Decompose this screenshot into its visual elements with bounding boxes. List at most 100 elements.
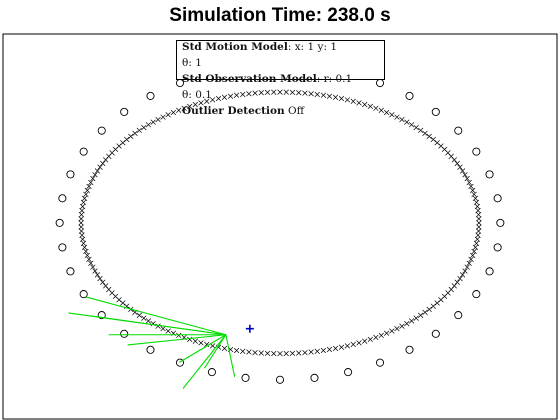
observation-theta-line: θ: 0.1 [182,89,212,101]
trajectory-point [468,256,474,262]
trajectory-point [92,268,98,274]
trajectory-point [474,203,481,210]
trajectory-point [314,348,320,354]
trajectory-point [350,98,356,104]
trajectory-point [204,341,210,348]
trajectory-point [94,168,101,174]
landmark-point [375,358,385,367]
trajectory-point [332,345,339,352]
trajectory-point [464,175,470,182]
trajectory-point [246,349,252,355]
robot-marker [245,324,254,333]
trajectory-point [209,97,216,103]
observation-ray [225,334,236,377]
landmark-point [405,345,414,354]
trajectory-point [252,349,258,356]
trajectory-point [404,320,410,327]
observation-ray [178,334,227,363]
landmark-point [431,107,440,116]
robot-estimate-marker [245,324,254,333]
trajectory-point [83,191,89,197]
observation-model-line: Std Observation Model: r: 0.1 [182,73,352,86]
trajectory-point [88,179,94,186]
trajectory-point [356,100,362,106]
trajectory-point [404,119,410,125]
trajectory-point [81,195,88,202]
trajectory-point [80,240,87,246]
trajectory-point [373,334,379,341]
trajectory-point [258,350,264,356]
trajectory-point [160,114,166,120]
trajectory-point [198,340,204,346]
trajectory-point [277,350,283,357]
trajectory-point [422,130,428,137]
trajectory-point [367,336,373,343]
trajectory-point [362,101,368,108]
trajectory-point [246,91,252,97]
trajectory-point [296,90,302,96]
trajectory-point [240,348,246,354]
landmark-point [58,243,67,252]
trajectory-point [90,264,96,270]
landmark-point [66,267,75,276]
trajectory-point [332,94,339,100]
landmark-point [146,91,155,100]
trajectory-point [418,127,424,134]
trajectory-point [97,275,103,282]
trajectory-point [289,350,296,357]
trajectory-point [264,89,271,96]
observation-model-label: Std Observation Model [182,73,317,85]
trajectory-point [145,318,152,324]
trajectory-point [326,93,333,99]
trajectory-point [399,116,405,123]
trajectory-point [472,244,479,251]
trajectory-point [92,172,98,178]
trajectory-point [476,224,482,230]
trajectory-point [192,338,198,344]
trajectory-point [160,326,166,332]
landmark-point [485,267,494,276]
landmark-point [431,329,440,338]
trajectory-point [271,350,277,357]
trajectory-point [468,183,474,190]
trajectory-point [283,350,289,357]
trajectory-point [422,309,428,316]
trajectory-point [86,256,92,262]
landmark-point [493,243,502,252]
trajectory-point [233,92,240,98]
trajectory-point [78,224,84,230]
observation-ray [182,334,227,389]
trajectory-point [150,119,156,125]
landmark-point [97,126,106,135]
trajectory-point [471,191,477,197]
motion-model-line: Std Motion Model: x: 1 y: 1 [182,41,337,54]
trajectory-point [233,347,240,354]
trajectory-point [378,332,384,339]
trajectory-point [80,199,87,206]
landmark-point [405,91,414,100]
trajectory-point [430,136,436,143]
info-box [176,40,385,80]
trajectory-point [204,98,210,104]
trajectory-point [475,228,482,234]
trajectory-point [141,124,147,131]
figure-title: Simulation Time: 238.0 s [169,5,391,26]
observation-ray [85,296,227,336]
landmark-point [485,170,494,179]
trajectory-point [383,330,390,336]
trajectory-point [136,127,142,134]
trajectory-point [459,272,466,278]
trajectory-point [192,101,198,108]
trajectory-point [314,91,320,98]
trajectory-point [176,332,182,339]
trajectory-point [362,338,368,344]
trajectory-point [187,103,193,110]
trajectory-point [344,343,351,349]
landmark-point [472,147,481,156]
trajectory-point [459,168,466,174]
trajectory-point [221,94,228,100]
trajectory-point [399,323,405,329]
outlier-detection-line: Outlier Detection Off [182,105,304,118]
trajectory-point [81,244,88,251]
